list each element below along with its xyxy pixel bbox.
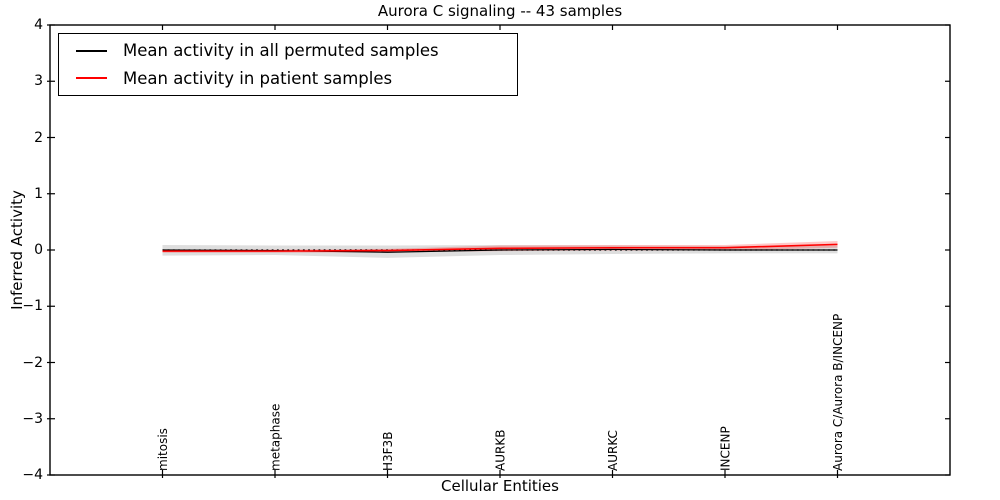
legend-line-sample: [76, 49, 107, 52]
y-tick-label: −4: [22, 467, 43, 483]
x-tick-label: metaphase: [269, 404, 283, 471]
series-line-patient: [162, 243, 838, 252]
y-tick-label: −3: [22, 410, 43, 427]
x-tick-label: AURKC: [606, 430, 620, 471]
x-tick-label: Aurora C/Aurora B/INCENP: [831, 314, 845, 471]
legend-label: Mean activity in patient samples: [123, 68, 393, 88]
legend-label: Mean activity in all permuted samples: [123, 41, 439, 61]
legend: Mean activity in all permuted samples Mea…: [58, 33, 518, 96]
x-axis-label: Cellular Entities: [441, 477, 559, 495]
y-tick-label: 2: [34, 129, 43, 146]
x-tick-label: mitosis: [156, 428, 170, 471]
x-tick-label: AURKB: [494, 430, 508, 471]
y-tick-label: 4: [34, 17, 43, 33]
legend-entry: Mean activity in all permuted samples: [59, 38, 517, 64]
x-tick-label: INCENP: [719, 426, 733, 471]
y-tick-label: 3: [34, 73, 43, 90]
y-tick-label: 1: [34, 185, 43, 202]
y-tick-label: −2: [22, 354, 43, 371]
y-tick-label: −1: [22, 298, 43, 315]
x-tick-label: H3F3B: [381, 432, 395, 471]
y-tick-label: 0: [34, 242, 43, 258]
legend-line-sample: [76, 77, 107, 80]
legend-entry: Mean activity in patient samples: [59, 65, 517, 91]
chart-title: Aurora C signaling -- 43 samples: [377, 2, 623, 20]
